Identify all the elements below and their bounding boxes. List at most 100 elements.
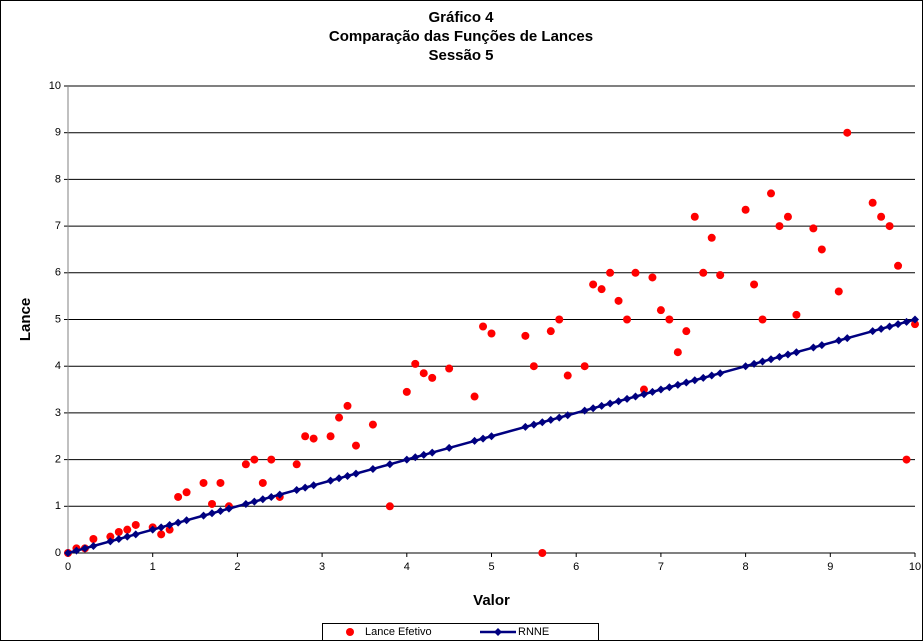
x-axis-title: Valor: [473, 592, 510, 609]
data-point: [699, 373, 708, 382]
data-point: [470, 436, 479, 445]
data-point: [182, 516, 191, 525]
data-point: [106, 537, 115, 546]
data-point: [597, 285, 606, 294]
data-point: [419, 450, 428, 459]
data-point: [589, 404, 598, 413]
data-point: [690, 376, 699, 385]
data-point: [665, 383, 674, 392]
y-tick-label: 7: [55, 220, 61, 232]
data-point: [148, 525, 157, 534]
data-point: [911, 320, 919, 329]
data-point: [80, 544, 89, 553]
data-point: [699, 268, 708, 277]
data-point: [538, 549, 547, 557]
chart-title: Comparação das Funções de Lances: [329, 28, 593, 45]
data-point: [656, 385, 665, 394]
data-point: [335, 474, 344, 483]
data-point: [639, 390, 648, 399]
data-point: [623, 394, 632, 403]
data-point: [301, 483, 310, 492]
data-point: [335, 413, 344, 422]
data-point: [894, 261, 903, 270]
x-tick-label: 1: [150, 561, 156, 573]
data-point: [275, 490, 284, 499]
data-point: [597, 401, 606, 410]
data-point: [639, 385, 648, 394]
data-point: [716, 271, 725, 280]
data-point: [690, 212, 699, 221]
data-point: [428, 373, 437, 382]
data-point: [89, 534, 98, 543]
data-point: [368, 420, 377, 429]
data-point: [411, 359, 420, 368]
y-tick-label: 3: [55, 407, 61, 419]
chart-title: Gráfico 4: [428, 9, 494, 26]
data-point: [538, 418, 547, 427]
y-tick-label: 1: [55, 500, 61, 512]
data-point: [216, 478, 225, 487]
x-tick-label: 0: [65, 561, 71, 573]
y-tick-label: 4: [55, 360, 61, 372]
data-point: [563, 411, 572, 420]
data-point: [89, 541, 98, 550]
data-point: [182, 488, 191, 497]
data-point: [385, 460, 394, 469]
data-point: [157, 530, 166, 539]
data-point: [894, 320, 903, 329]
data-point: [682, 327, 691, 336]
data-point: [114, 534, 123, 543]
y-tick-label: 9: [55, 127, 61, 139]
data-point: [123, 532, 132, 541]
legend-label: RNNE: [518, 626, 549, 638]
data-point: [656, 306, 665, 315]
data-point: [309, 434, 318, 443]
data-point: [631, 392, 640, 401]
data-point: [241, 499, 250, 508]
data-point: [750, 280, 759, 289]
data-point: [758, 315, 767, 324]
legend-box: [322, 623, 599, 641]
data-point: [301, 432, 310, 441]
data-point: [834, 336, 843, 345]
data-point: [885, 222, 894, 231]
y-axis-title: Lance: [17, 298, 34, 341]
chart-title: Sessão 5: [428, 47, 493, 64]
legend-marker: [494, 628, 502, 636]
data-point: [783, 350, 792, 359]
data-point: [809, 224, 818, 233]
data-point: [165, 520, 174, 529]
data-point: [546, 327, 555, 336]
data-point: [207, 499, 216, 508]
x-tick-label: 10: [909, 561, 921, 573]
x-tick-label: 4: [404, 561, 410, 573]
y-tick-label: 6: [55, 267, 61, 279]
data-point: [267, 492, 276, 501]
data-point: [817, 341, 826, 350]
data-point: [758, 357, 767, 366]
data-point: [479, 322, 488, 331]
data-point: [343, 471, 352, 480]
data-point: [707, 233, 716, 242]
data-point: [174, 492, 183, 501]
data-point: [665, 315, 674, 324]
data-point: [580, 406, 589, 415]
data-point: [834, 287, 843, 296]
data-point: [470, 392, 479, 401]
y-tick-label: 0: [55, 547, 61, 559]
legend-label: Lance Efetivo: [365, 626, 432, 638]
data-point: [817, 245, 826, 254]
data-point: [606, 268, 615, 277]
data-point: [902, 455, 911, 464]
x-tick-label: 3: [319, 561, 325, 573]
data-point: [673, 380, 682, 389]
data-point: [885, 322, 894, 331]
data-point: [224, 504, 233, 513]
x-tick-label: 6: [573, 561, 579, 573]
data-point: [589, 280, 598, 289]
data-point: [843, 128, 852, 137]
data-point: [419, 369, 428, 378]
data-point: [546, 415, 555, 424]
data-point: [216, 506, 225, 515]
